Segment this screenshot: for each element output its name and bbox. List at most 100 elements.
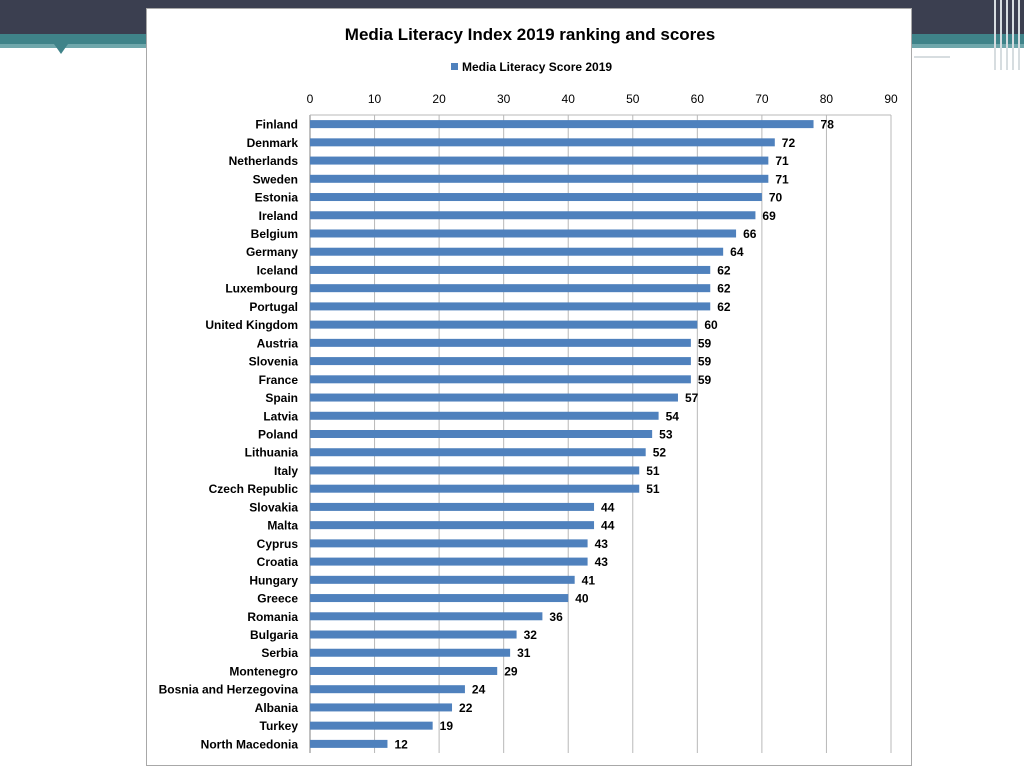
x-tick-label: 40 [562, 92, 576, 106]
data-label: 62 [717, 263, 731, 277]
bar [310, 284, 711, 293]
category-label: Hungary [249, 573, 298, 587]
category-label: Ireland [259, 209, 298, 223]
data-label: 64 [730, 245, 744, 259]
bar [310, 594, 569, 603]
data-label: 53 [659, 428, 673, 442]
data-label: 72 [782, 136, 796, 150]
data-label: 22 [459, 701, 473, 715]
x-tick-label: 90 [884, 92, 898, 106]
category-label: Luxembourg [225, 282, 298, 296]
data-label: 40 [575, 592, 589, 606]
bar [310, 193, 762, 202]
data-label: 19 [440, 719, 454, 733]
category-label: Germany [246, 245, 298, 259]
category-label: Poland [258, 428, 298, 442]
category-label: Netherlands [229, 154, 299, 168]
bar [310, 393, 678, 402]
category-labels: Finland Denmark Netherlands Sweden Estonia Ir… [159, 118, 299, 752]
x-tick-label: 70 [755, 92, 769, 106]
data-label: 59 [698, 336, 712, 350]
category-label: Lithuania [245, 446, 299, 460]
bar [310, 357, 691, 366]
bar [310, 448, 646, 457]
bar [310, 302, 711, 311]
data-label: 71 [775, 154, 789, 168]
data-label: 62 [717, 282, 731, 296]
bar [310, 685, 465, 694]
bar [310, 502, 595, 511]
legend-swatch [451, 63, 458, 70]
data-label: 43 [595, 537, 609, 551]
data-label: 59 [698, 373, 712, 387]
bar [310, 156, 769, 165]
bar [310, 375, 691, 384]
bar [310, 575, 575, 584]
bar [310, 411, 659, 420]
category-label: Malta [267, 519, 298, 533]
category-label: Belgium [251, 227, 298, 241]
category-label: Greece [257, 592, 298, 606]
bar [310, 630, 517, 639]
bar [310, 211, 756, 220]
data-label: 59 [698, 355, 712, 369]
data-labels: 78 72 71 71 70 69 66 64 62 62 62 60 59 59 59 57 54 53 52 51… [394, 118, 834, 752]
bar [310, 612, 543, 621]
category-label: Turkey [260, 719, 299, 733]
data-label: 70 [769, 191, 783, 205]
data-label: 31 [517, 646, 531, 660]
bar [310, 648, 511, 657]
data-label: 54 [666, 409, 680, 423]
slide-notch-decoration [54, 44, 68, 54]
data-label: 57 [685, 391, 699, 405]
data-label: 24 [472, 683, 486, 697]
x-tick-label: 10 [368, 92, 382, 106]
data-label: 43 [595, 555, 609, 569]
data-label: 41 [582, 573, 596, 587]
category-label: Latvia [263, 409, 298, 423]
category-label: Sweden [253, 172, 298, 186]
data-label: 62 [717, 300, 731, 314]
bar [310, 174, 769, 183]
data-label: 51 [646, 464, 660, 478]
slide-accent-line [914, 56, 950, 58]
x-tick-label: 30 [497, 92, 511, 106]
data-label: 44 [601, 519, 615, 533]
data-label: 51 [646, 482, 660, 496]
category-label: Denmark [247, 136, 299, 150]
x-axis-ticks: 0 10 20 30 40 50 60 70 80 90 [307, 92, 898, 106]
bar-chart: Media Literacy Index 2019 ranking and sc… [159, 25, 898, 753]
bar [310, 521, 595, 530]
slide-corner-lines [992, 0, 1024, 70]
x-tick-label: 50 [626, 92, 640, 106]
data-label: 66 [743, 227, 757, 241]
category-label: Bosnia and Herzegovina [159, 683, 299, 697]
bar [310, 484, 640, 493]
category-label: Austria [257, 336, 299, 350]
x-tick-label: 0 [307, 92, 314, 106]
category-label: Croatia [257, 555, 299, 569]
data-label: 52 [653, 446, 667, 460]
category-label: Slovenia [249, 355, 299, 369]
category-label: Cyprus [257, 537, 299, 551]
data-label: 71 [775, 172, 789, 186]
bar [310, 265, 711, 274]
category-label: United Kingdom [205, 318, 298, 332]
bar [310, 320, 698, 329]
chart-title: Media Literacy Index 2019 ranking and sc… [345, 25, 715, 44]
category-label: Bulgaria [250, 628, 298, 642]
category-label: Romania [247, 610, 298, 624]
legend-label: Media Literacy Score 2019 [462, 60, 612, 74]
x-tick-label: 80 [820, 92, 834, 106]
bar [310, 557, 588, 566]
data-label: 44 [601, 500, 615, 514]
category-label: Albania [255, 701, 299, 715]
bar [310, 666, 498, 675]
bar [310, 466, 640, 475]
data-label: 29 [504, 664, 518, 678]
bar [310, 120, 814, 129]
category-label: Italy [274, 464, 298, 478]
category-label: Estonia [255, 191, 299, 205]
category-label: North Macedonia [201, 737, 299, 751]
x-tick-label: 20 [432, 92, 446, 106]
